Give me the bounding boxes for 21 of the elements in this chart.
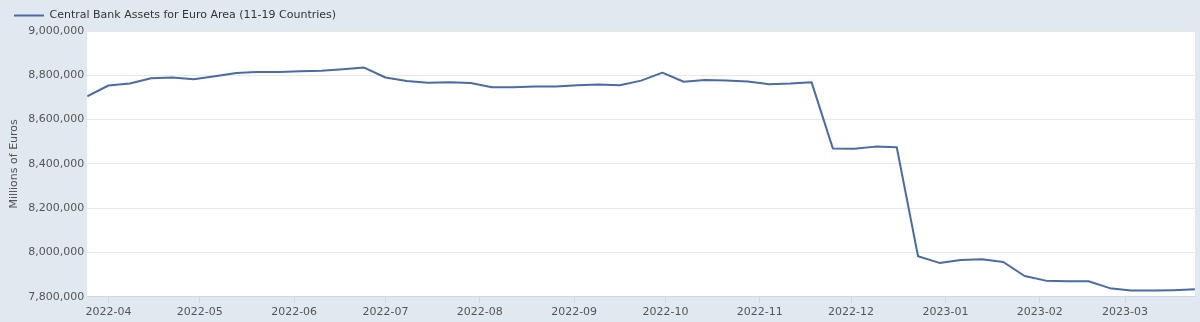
- y-tick-label: 8,000,000: [28, 245, 85, 259]
- y-tick-label: 9,000,000: [28, 23, 85, 37]
- y-tick-label: 7,800,000: [28, 289, 85, 303]
- y-axis-title: Millions of Euros: [7, 118, 21, 209]
- y-tick-label: 8,200,000: [28, 201, 85, 215]
- y-tick-label: 8,800,000: [28, 68, 85, 82]
- y-tick-label: 8,400,000: [28, 156, 85, 170]
- y-tick-label: 8,600,000: [28, 112, 85, 126]
- x-tick-label: 2022-05: [176, 305, 223, 319]
- x-tick-label: 2022-11: [736, 305, 783, 319]
- x-tick-label: 2022-06: [271, 305, 318, 319]
- legend-label: Central Bank Assets for Euro Area (11-19 Countries): [49, 8, 337, 22]
- x-tick-label: 2022-08: [456, 305, 503, 319]
- x-tick-label: 2022-10: [642, 305, 689, 319]
- x-tick-label: 2022-07: [362, 305, 409, 319]
- x-tick-label: 2023-03: [1102, 305, 1148, 319]
- x-tick-label: 2023-02: [1016, 305, 1063, 319]
- x-tick-label: 2022-12: [828, 305, 875, 319]
- x-tick-label: 2022-09: [551, 305, 598, 319]
- x-tick-label: 2022-04: [85, 305, 132, 319]
- x-tick-label: 2023-01: [922, 305, 969, 319]
